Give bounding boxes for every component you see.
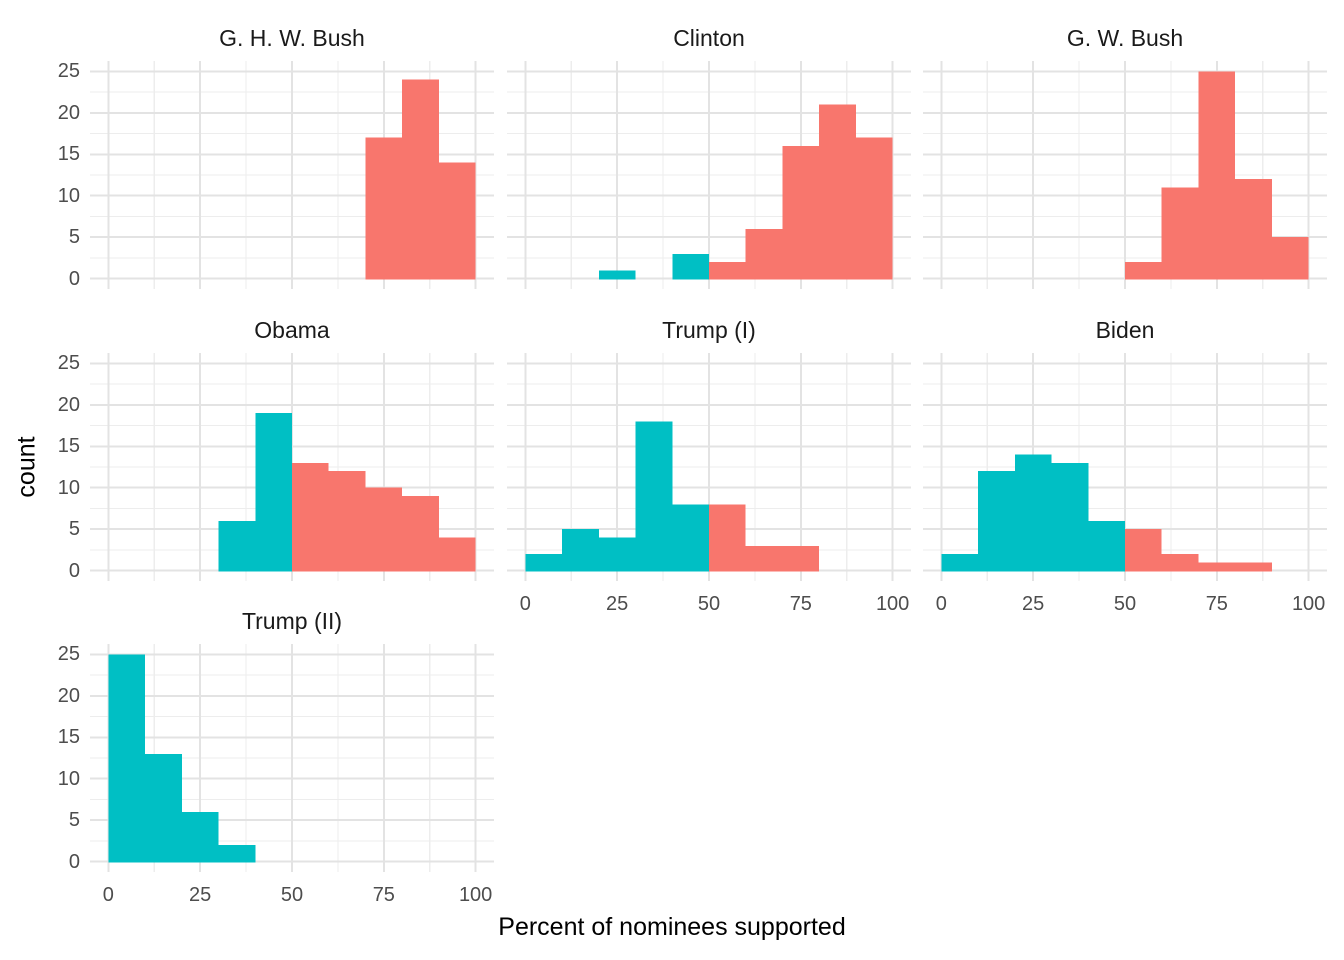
histogram-bar (402, 496, 439, 572)
histogram-bar (438, 537, 476, 572)
histogram-bar (1198, 562, 1236, 572)
x-tick-label: 50 (280, 884, 304, 906)
histogram-bar (941, 554, 979, 572)
histogram-bar (181, 811, 219, 863)
histogram-bar (218, 845, 256, 863)
facet-panel-g-w-bush (923, 61, 1327, 289)
y-tick-label: 25 (57, 643, 80, 666)
histogram-bar (1198, 71, 1236, 280)
histogram-bar (672, 253, 709, 280)
x-tick-label: 75 (372, 884, 395, 906)
histogram-bar (145, 753, 182, 863)
x-tick-label: 50 (1113, 593, 1137, 615)
facet-title-trump-i: Trump (I) (662, 317, 756, 343)
histogram-bar (365, 137, 403, 280)
histogram-bar (438, 162, 476, 280)
histogram-bar (402, 79, 439, 280)
y-tick-label: 15 (57, 143, 80, 166)
x-tick-label: 25 (606, 593, 629, 615)
histogram-bar (1125, 262, 1162, 280)
histogram-bar (1235, 179, 1272, 280)
facet-panel-biden (923, 353, 1327, 581)
histogram-bar (672, 504, 709, 572)
y-tick-label: 15 (57, 435, 80, 458)
histogram-bar (108, 654, 146, 863)
facet-panel-clinton (507, 61, 911, 289)
facet-title-g-w-bush: G. W. Bush (1066, 25, 1184, 51)
y-tick-label: 25 (57, 352, 80, 375)
histogram-bar (1051, 462, 1089, 572)
histogram-bar (1014, 454, 1052, 572)
facet-title-obama: Obama (254, 317, 330, 343)
histogram-bar (598, 537, 636, 572)
facet-panel-g-h-w-bush (90, 61, 494, 289)
histogram-bar (525, 554, 563, 572)
histogram-bar (1125, 529, 1162, 572)
histogram-bar (1271, 237, 1309, 280)
facet-title-g-h-w-bush: G. H. W. Bush (219, 25, 365, 51)
x-tick-label: 0 (935, 593, 947, 615)
histogram-bar (598, 270, 636, 280)
histogram-bar (1161, 554, 1199, 572)
histogram-bar (782, 145, 820, 280)
y-tick-label: 20 (57, 684, 80, 707)
histogram-bar (328, 471, 366, 572)
x-tick-label: 100 (1291, 593, 1326, 615)
x-tick-label: 50 (697, 593, 721, 615)
facet-title-clinton: Clinton (673, 25, 745, 51)
facet-title-biden: Biden (1095, 317, 1155, 343)
x-tick-label: 75 (1205, 593, 1228, 615)
x-tick-label: 100 (875, 593, 910, 615)
histogram-bar (819, 104, 856, 280)
histogram-bar (218, 520, 256, 572)
facet-panel-obama (90, 353, 494, 581)
histogram-bar (1161, 187, 1199, 280)
histogram-bar (1088, 520, 1125, 572)
y-tick-label: 0 (68, 559, 80, 582)
y-tick-label: 5 (68, 226, 80, 249)
histogram-bar (635, 421, 673, 572)
y-tick-label: 5 (68, 518, 80, 541)
y-tick-label: 10 (57, 476, 80, 499)
histogram-bar (709, 262, 746, 280)
histogram-bar (365, 487, 403, 572)
y-tick-label: 5 (68, 809, 80, 832)
histogram-bar (855, 137, 893, 280)
facet-title-trump-ii: Trump (II) (241, 608, 343, 634)
x-tick-label: 75 (789, 593, 812, 615)
x-tick-label: 0 (519, 593, 531, 615)
x-tick-label: 100 (458, 884, 493, 906)
y-tick-label: 15 (57, 726, 80, 749)
histogram-bar (745, 228, 783, 280)
histogram-bar (745, 545, 783, 572)
histogram-bar (782, 545, 820, 572)
y-tick-label: 0 (68, 850, 80, 873)
y-tick-label: 10 (57, 767, 80, 790)
facet-panel-trump-i (507, 353, 911, 581)
y-tick-label: 25 (57, 60, 80, 83)
y-tick-label: 20 (57, 101, 80, 124)
y-tick-label: 0 (68, 267, 80, 290)
histogram-bar (562, 529, 599, 572)
histogram-bar (292, 462, 329, 572)
x-tick-label: 25 (1022, 593, 1045, 615)
histogram-bar (255, 413, 292, 572)
histogram-bar (1235, 562, 1272, 572)
histogram-bar (709, 504, 746, 572)
facet-panel-trump-ii (90, 644, 494, 872)
histogram-bar (978, 471, 1015, 572)
x-axis-title: Percent of nominees supported (498, 913, 846, 941)
x-tick-label: 0 (102, 884, 114, 906)
x-tick-label: 25 (189, 884, 212, 906)
y-tick-label: 20 (57, 393, 80, 416)
y-tick-label: 10 (57, 184, 80, 207)
